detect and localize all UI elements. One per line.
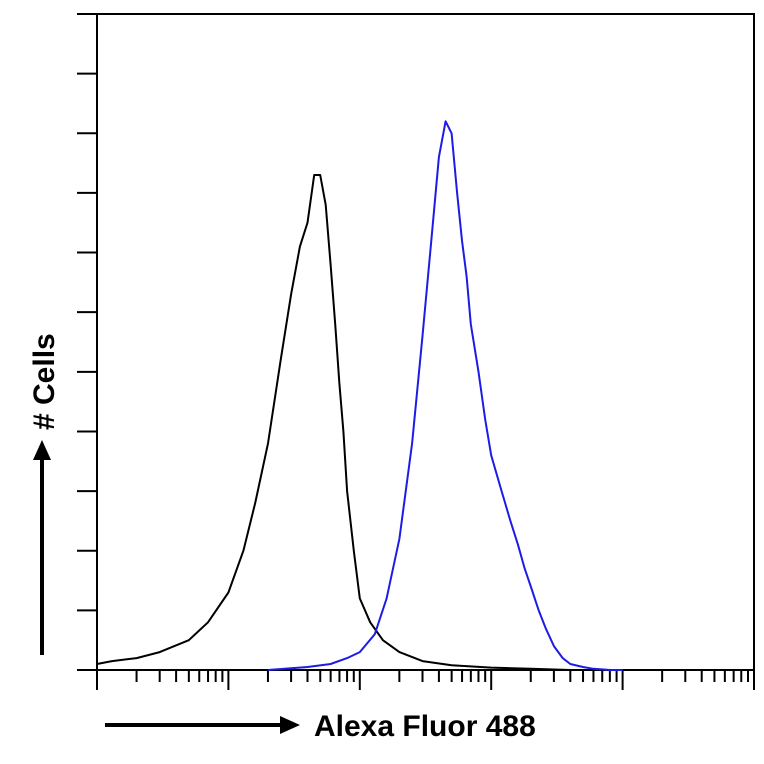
histogram-series-1 — [96, 174, 571, 671]
y-axis-arrowhead — [33, 440, 51, 460]
histogram-series-2 — [267, 120, 623, 671]
x-axis-label: Alexa Fluor 488 — [314, 710, 536, 743]
x-axis-ticks — [96, 670, 755, 690]
plot-frame — [96, 13, 755, 671]
y-axis-label: # Cells — [28, 333, 61, 430]
y-axis-label-group: # Cells — [28, 333, 61, 655]
y-axis-ticks — [77, 13, 97, 671]
x-axis-arrowhead — [280, 716, 300, 734]
x-axis-label-group: Alexa Fluor 488 — [105, 710, 536, 743]
series-layer — [96, 120, 623, 671]
